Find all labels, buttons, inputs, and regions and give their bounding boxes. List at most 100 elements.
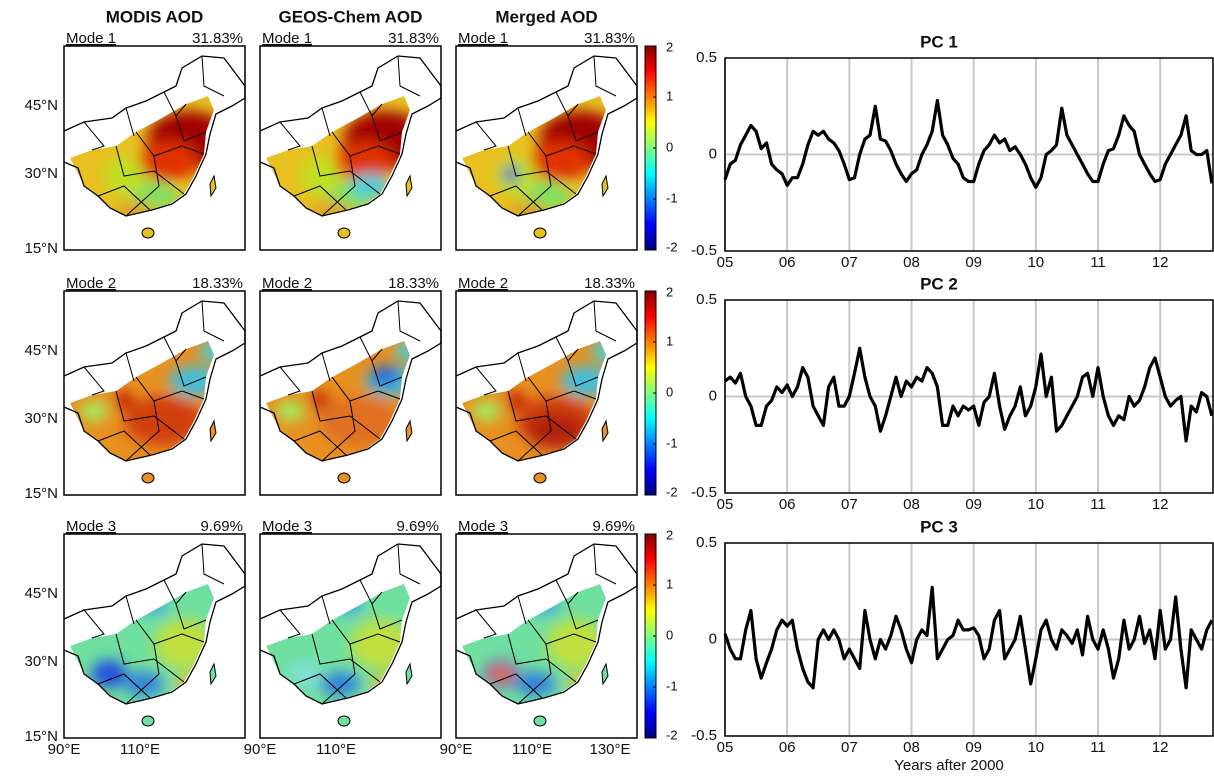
map-border (63, 290, 246, 496)
chart-title: PC 2 (920, 274, 958, 293)
x-tick-label: 05 (717, 496, 734, 513)
mode-variance: 31.83% (584, 30, 635, 47)
province-line (331, 131, 401, 157)
x-tick-label: 11 (1090, 496, 1106, 513)
y-tick-label: -0.5 (691, 242, 717, 259)
province-line (567, 603, 599, 630)
lat-label: 30°N (24, 165, 58, 182)
hainan (337, 472, 351, 484)
province-line (475, 366, 497, 396)
lat-label: 45°N (24, 97, 58, 114)
province-line (201, 55, 225, 97)
province-line (527, 619, 597, 645)
colorbar-label: 0 (666, 627, 673, 642)
aod-blob (310, 393, 330, 409)
map-border (455, 533, 638, 739)
taiwan (601, 419, 609, 443)
column-title: Merged AOD (495, 7, 597, 26)
province-line (115, 633, 185, 683)
province-line (507, 633, 577, 683)
province-line (527, 376, 597, 402)
taiwan (405, 419, 413, 443)
y-tick-label: -0.5 (691, 727, 717, 744)
colorbar-label: -2 (666, 484, 678, 499)
aod-blob (395, 341, 410, 361)
aod-blob (320, 396, 400, 446)
mode-variance: 9.69% (200, 518, 243, 535)
aod-blob (287, 660, 323, 688)
map-panel (455, 290, 638, 496)
province-line (567, 360, 599, 387)
province-line (311, 145, 381, 195)
x-tick-label: 07 (841, 496, 858, 513)
province-line (321, 400, 356, 462)
colorbar-label: 1 (666, 333, 673, 348)
map-border (259, 290, 442, 496)
aod-blob (531, 141, 591, 181)
province-line (311, 633, 381, 683)
province-line (83, 121, 105, 151)
province-line (279, 609, 301, 639)
aod-blob (371, 366, 399, 386)
lat-label: 15°N (24, 485, 58, 502)
aod-blob (472, 401, 500, 421)
x-tick-label: 12 (1152, 496, 1169, 513)
province-line (331, 376, 401, 402)
province-line (371, 360, 403, 387)
province-line (201, 543, 225, 585)
y-tick-label: 0 (709, 630, 717, 647)
province-line (135, 376, 205, 402)
colorbar-label: -2 (666, 239, 678, 254)
colorbar-label: -1 (666, 190, 678, 205)
x-tick-label: 12 (1152, 739, 1169, 756)
province-line (397, 543, 421, 585)
column-title: GEOS-Chem AOD (279, 7, 423, 26)
mode-variance: 9.69% (592, 518, 635, 535)
hainan (337, 227, 351, 239)
province-line (371, 115, 403, 142)
map-panel (63, 533, 246, 739)
taiwan (405, 174, 413, 198)
taiwan (209, 174, 217, 198)
province-line (175, 115, 207, 142)
country-outline (455, 300, 638, 462)
x-tick-label: 10 (1027, 739, 1044, 756)
lon-label: 130°E (589, 741, 630, 758)
x-tick-label: 09 (965, 254, 982, 271)
province-line (475, 121, 497, 151)
province-line (279, 121, 301, 151)
province-line (517, 400, 552, 462)
province-line (475, 609, 497, 639)
province-line (527, 131, 597, 157)
province-line (135, 131, 205, 157)
map-panel (455, 533, 638, 739)
map-panel (259, 533, 442, 739)
aod-field (70, 341, 214, 461)
country-outline (455, 55, 638, 217)
colorbar-label: 1 (666, 576, 673, 591)
province-line (279, 366, 301, 396)
country-outline (63, 543, 246, 705)
province-line (321, 595, 331, 625)
country-outline (63, 55, 246, 217)
province-line (507, 145, 577, 195)
x-tick-label: 09 (965, 496, 982, 513)
map-panel (63, 290, 246, 496)
x-tick-label: 11 (1090, 254, 1106, 271)
map-panel (63, 45, 246, 251)
aod-blob (114, 393, 134, 409)
lon-label: 110°E (316, 741, 356, 758)
y-tick-label: 0.5 (696, 534, 717, 551)
lat-label: 30°N (24, 410, 58, 427)
province-line (593, 55, 617, 97)
plot-frame (724, 299, 1214, 494)
mode-label: Mode 1 (262, 30, 312, 47)
aod-blob (506, 393, 526, 409)
province-line (517, 155, 552, 217)
colorbar-label: 2 (666, 527, 673, 542)
province-line (125, 155, 160, 217)
taiwan (601, 662, 609, 686)
aod-blob (487, 664, 515, 684)
lat-label: 30°N (24, 653, 58, 670)
